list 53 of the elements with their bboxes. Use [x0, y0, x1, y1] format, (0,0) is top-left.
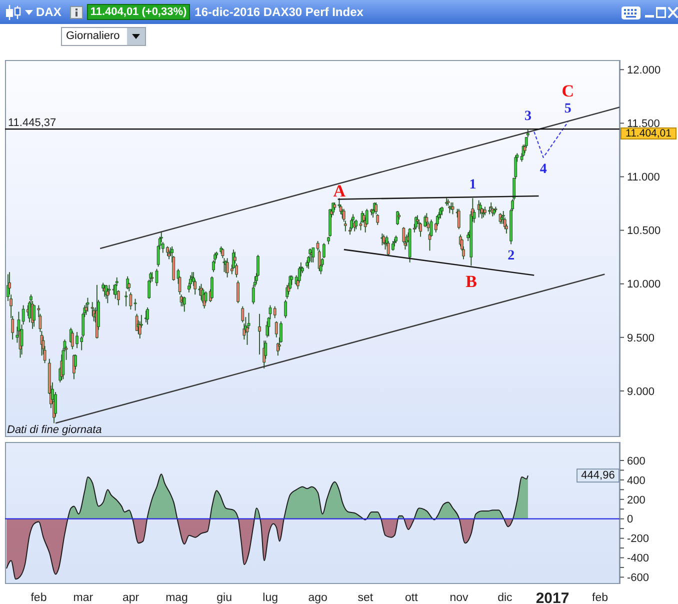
dropdown-field: Giornaliero	[61, 27, 146, 46]
chart-subtitle: 16-dic-2016 DAX30 Perf Index	[194, 5, 364, 19]
y-tick-label: 600	[627, 455, 646, 468]
ref-line-label: 11.445,37	[8, 117, 56, 130]
annotation: B	[466, 272, 477, 292]
y-tick-label: -600	[627, 572, 650, 584]
annotation: A	[333, 182, 346, 201]
candlestick	[134, 298, 137, 312]
y-tick-label: 10.500	[627, 225, 661, 238]
annotation: Dati di fine giornata	[7, 424, 102, 436]
candlestick	[86, 297, 90, 312]
annotation: 1	[469, 178, 476, 193]
x-tick-label: mar	[73, 592, 94, 604]
candlestick	[146, 306, 150, 325]
x-tick-label: apr	[122, 592, 140, 604]
y-tick-label: 11.000	[627, 172, 660, 184]
y-tick-label: 200	[627, 494, 646, 506]
x-tick-label: ago	[308, 592, 328, 604]
candlestick	[168, 249, 170, 260]
candlestick	[258, 313, 261, 355]
x-tick-label: feb	[30, 592, 47, 604]
annotation: 444,96	[581, 470, 615, 482]
y-tick-label: -400	[627, 552, 650, 565]
annotation: 5	[564, 102, 572, 117]
candlestick	[210, 276, 214, 300]
x-tick-label: mag	[166, 592, 188, 604]
x-tick-label: set	[358, 592, 374, 604]
annotation: 2	[508, 248, 515, 264]
y-tick-label: 9.500	[627, 332, 655, 344]
annotation: 3	[524, 109, 532, 124]
x-tick-label: 2017	[536, 590, 570, 604]
candlestick	[182, 296, 186, 312]
y-tick-label: -200	[627, 533, 650, 546]
candlestick	[236, 280, 240, 304]
candlestick	[391, 240, 394, 252]
candlestick	[290, 274, 294, 286]
y-tick-label: 9.000	[627, 386, 655, 398]
x-tick-label: giu	[216, 592, 232, 604]
candlestick	[124, 290, 128, 307]
text: 11.404,01 (+0,33%)	[90, 6, 187, 18]
y-tick-label: 12.000	[627, 64, 661, 77]
chart-title: DAX	[36, 5, 62, 19]
x-tick-label: nov	[450, 592, 468, 604]
x-tick-label: ott	[405, 592, 419, 604]
x-tick-label: dic	[498, 592, 513, 604]
annotation: 4	[540, 162, 547, 177]
annotation: C	[562, 82, 574, 101]
x-tick-label: lug	[262, 592, 278, 604]
y-tick-label: 400	[627, 474, 646, 487]
x-tick-label: feb	[592, 592, 608, 604]
y-tick-label: 10.000	[627, 278, 661, 291]
y-tick-label: 0	[627, 514, 634, 526]
candlestick	[284, 299, 288, 319]
